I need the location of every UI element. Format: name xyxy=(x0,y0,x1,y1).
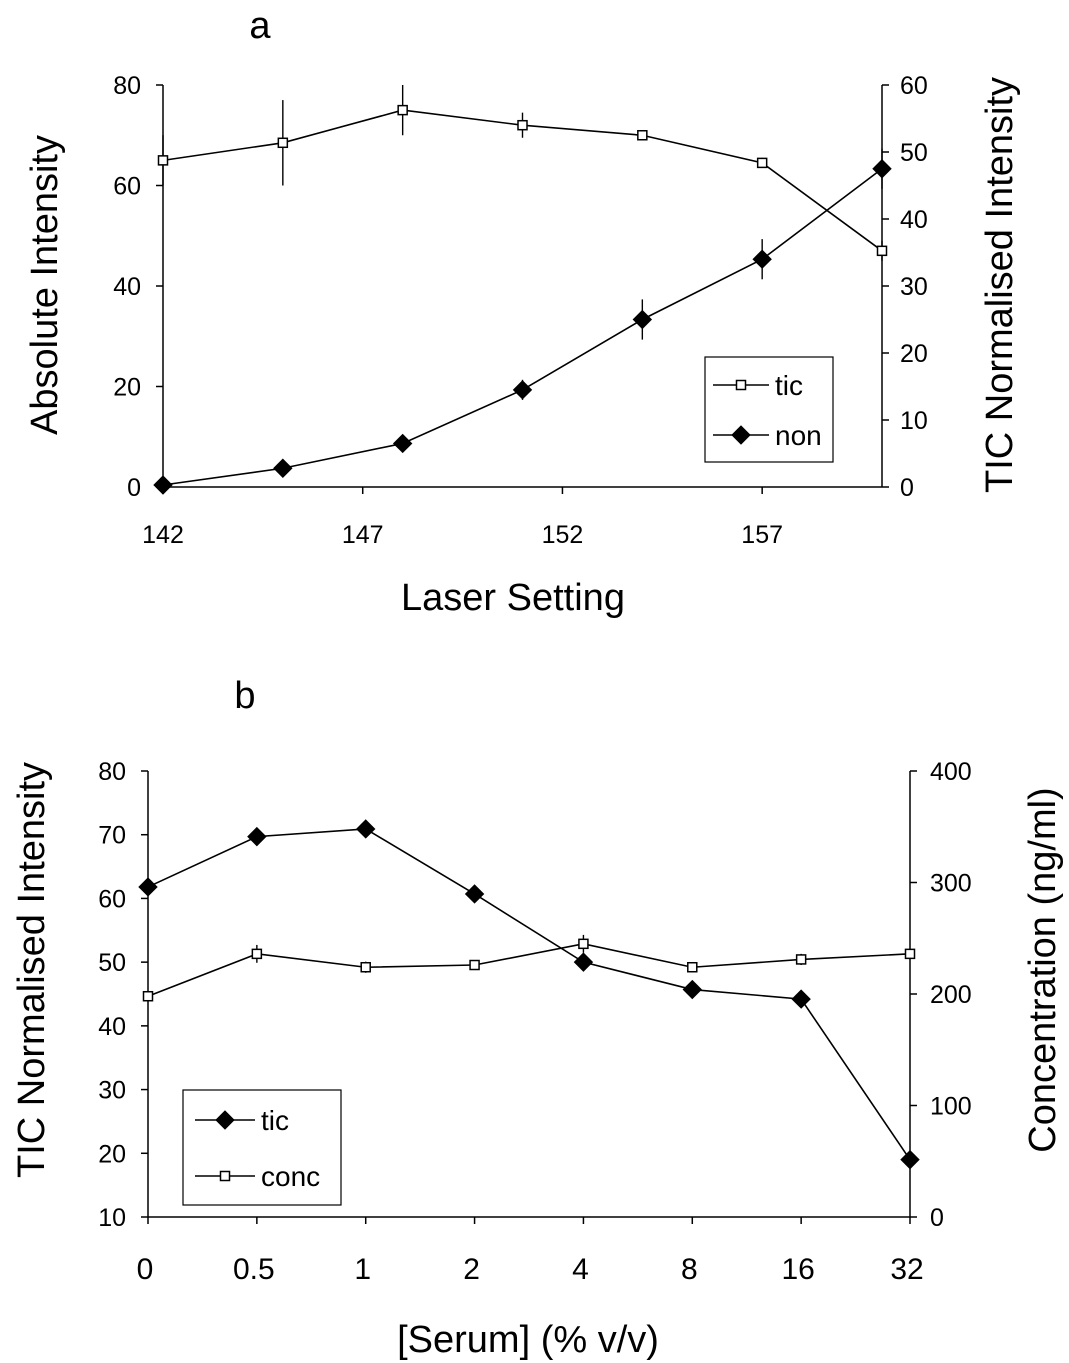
legend-box-b xyxy=(182,1089,342,1206)
y-tick-label-left-a: 0 xyxy=(127,474,141,502)
x-axis-title-b: [Serum] (% v/v) xyxy=(397,1319,659,1361)
legend-label-conc-b: conc xyxy=(261,1161,320,1192)
y-tick-label-right-b: 0 xyxy=(930,1204,944,1232)
data-point-tic-b xyxy=(900,1149,920,1170)
y-tick-label-left-b: 20 xyxy=(98,1140,126,1168)
data-point-non-a xyxy=(512,380,533,400)
legend-box-a xyxy=(704,356,834,463)
y-tick-label-left-b: 30 xyxy=(98,1077,126,1105)
data-point-tic-b xyxy=(247,826,267,847)
legend-marker-non-a xyxy=(731,425,751,445)
y-tick-label-right-a: 20 xyxy=(900,340,928,368)
data-point-conc-b xyxy=(795,954,807,965)
panel-label-b: b xyxy=(234,675,255,717)
x-tick-label-a: 147 xyxy=(342,521,384,549)
data-point-conc-b xyxy=(578,938,589,950)
y-tick-label-left-b: 70 xyxy=(98,822,126,850)
x-tick-label-b: 8 xyxy=(681,1253,698,1286)
data-point-conc-b xyxy=(251,948,263,960)
data-point-tic-b xyxy=(682,979,702,1000)
data-point-tic-a xyxy=(637,130,648,141)
panel-label-a: a xyxy=(249,5,271,47)
y-tick-label-right-a: 40 xyxy=(900,206,928,234)
y-axis-title-right-b: Concentration (ng/ml) xyxy=(1022,787,1064,1152)
x-axis-title-a: Laser Setting xyxy=(401,577,625,619)
data-point-conc-b xyxy=(687,961,698,973)
y-tick-label-left-b: 60 xyxy=(98,885,126,913)
data-point-tic-a xyxy=(756,157,768,169)
data-point-tic-a xyxy=(157,155,169,166)
series-line-conc-b xyxy=(147,943,911,997)
y-tick-label-left-a: 80 xyxy=(113,72,141,100)
y-tick-label-left-a: 20 xyxy=(113,374,141,402)
y-tick-label-right-a: 30 xyxy=(900,273,928,301)
x-tick-label-b: 4 xyxy=(572,1253,589,1286)
marks-a xyxy=(153,85,892,495)
y-tick-label-left-b: 10 xyxy=(98,1204,126,1232)
legend-marker-tic-a xyxy=(735,379,747,391)
axes-b: 10 20 30 40 50 60 70 80 0 100 200 300 400 0 0.5 1 2 4 8 16 3… xyxy=(98,758,972,1286)
chart-panel-b: b [Serum] (% v/v) TIC Normalised Intensi… xyxy=(11,675,1064,1361)
data-point-tic-a xyxy=(277,137,289,149)
legend-label-tic-b: tic xyxy=(261,1105,289,1136)
data-point-tic-b xyxy=(573,952,594,972)
x-tick-label-b: 2 xyxy=(463,1253,480,1286)
data-point-conc-b xyxy=(360,961,371,973)
y-tick-label-right-a: 0 xyxy=(900,474,914,502)
data-point-conc-b xyxy=(142,990,154,1002)
y-tick-label-right-b: 100 xyxy=(930,1093,972,1121)
data-point-conc-b xyxy=(469,959,480,971)
y-tick-label-right-a: 10 xyxy=(900,407,928,435)
data-point-non-a xyxy=(153,475,173,495)
y-tick-label-right-b: 300 xyxy=(930,870,972,898)
data-point-tic-b xyxy=(138,877,158,897)
y-axis-title-left-b: TIC Normalised Intensity xyxy=(11,762,53,1178)
legend-label-non-a: non xyxy=(775,420,822,451)
x-tick-label-a: 152 xyxy=(542,521,584,549)
y-tick-label-left-a: 60 xyxy=(113,173,141,201)
data-point-non-a xyxy=(752,249,772,269)
x-tick-label-b: 1 xyxy=(354,1253,371,1286)
legend-marker-tic-b xyxy=(215,1110,235,1130)
y-tick-label-right-a: 60 xyxy=(900,72,928,100)
x-tick-label-a: 142 xyxy=(142,521,184,549)
y-tick-label-right-a: 50 xyxy=(900,139,928,167)
data-point-tic-b xyxy=(464,884,485,904)
x-tick-label-b: 16 xyxy=(781,1253,814,1286)
y-tick-label-right-b: 400 xyxy=(930,758,972,786)
legend-b: tic conc xyxy=(182,1089,342,1206)
data-point-tic-a xyxy=(397,104,408,116)
data-point-non-a xyxy=(872,159,892,179)
data-point-tic-b xyxy=(791,989,811,1009)
y-tick-label-left-b: 80 xyxy=(98,758,126,786)
data-point-conc-b xyxy=(904,948,916,960)
data-point-tic-b xyxy=(356,819,376,839)
data-point-non-a xyxy=(632,309,653,330)
y-axis-title-right-a: TIC Normalised Intensity xyxy=(979,77,1021,493)
data-point-non-a xyxy=(392,433,413,454)
data-point-tic-a xyxy=(517,119,528,131)
data-point-non-a xyxy=(273,458,293,478)
x-tick-label-a: 157 xyxy=(741,521,783,549)
y-tick-label-left-a: 40 xyxy=(113,273,141,301)
chart-panel-a: a Laser Setting Absolute Intensity TIC N… xyxy=(24,5,1021,619)
x-tick-label-b: 0.5 xyxy=(233,1253,275,1286)
marks-b xyxy=(138,819,920,1170)
x-tick-label-b: 0 xyxy=(137,1253,154,1286)
x-tick-label-b: 32 xyxy=(890,1253,923,1286)
y-tick-label-left-b: 40 xyxy=(98,1013,126,1041)
legend-a: tic non xyxy=(704,356,834,463)
axes-a: 0 20 40 60 80 0 10 20 30 40 50 60 142 147 152 157 xyxy=(113,72,928,549)
y-axis-title-left-a: Absolute Intensity xyxy=(24,135,66,435)
legend-label-tic-a: tic xyxy=(775,370,803,401)
data-point-tic-a xyxy=(876,245,888,257)
legend-marker-conc-b xyxy=(219,1170,231,1182)
y-tick-label-right-b: 200 xyxy=(930,981,972,1009)
y-tick-label-left-b: 50 xyxy=(98,949,126,977)
series-line-tic-b xyxy=(147,828,911,1161)
